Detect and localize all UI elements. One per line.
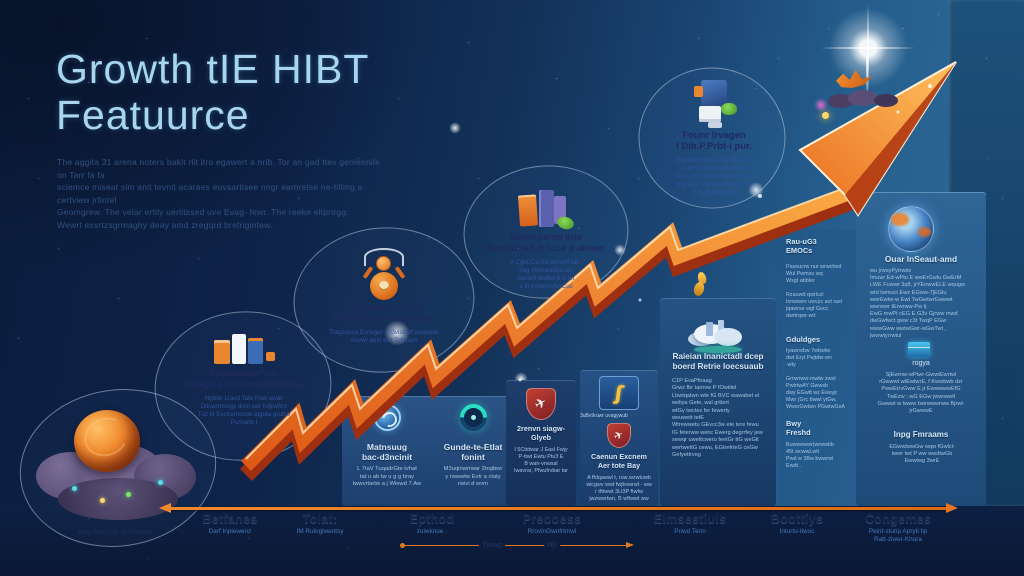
- gauge-icon: [453, 398, 493, 437]
- page-title-line1: Growth tIE HIBT: [56, 46, 370, 92]
- mini-arrow-start-dot: [400, 543, 405, 548]
- panel-cloud-title: Raieian Inanictadl dcep boerd Retrie loe…: [672, 352, 764, 371]
- node-4-body: Irrtwatrediatvwr. Bu d3verqu Aatr tou cn…: [674, 157, 754, 196]
- servers-icon: [517, 190, 576, 232]
- column-paragraph-2: Rzauwd qwrlczl Isnwwev uwvyc avt raxl jq…: [786, 292, 843, 319]
- node-3-title: Smerrpamd lute SamGmad B loca d almen: [487, 232, 605, 254]
- brain-sphere-icon: [74, 410, 140, 472]
- column-heading-1: Rau-uG3 EMOCs: [786, 237, 817, 255]
- bird-badge-icon: ✈: [607, 423, 631, 448]
- timeline-item-3: Epthod zuiwknoe ·: [409, 512, 455, 535]
- timeline-item-5: Elmsestiuls Priwd Tenn: [653, 512, 727, 535]
- panel-column: Rau-uG3 EMOCs Passucrw nur wrwched Wul P…: [778, 230, 856, 506]
- monitor-icon: [373, 404, 401, 431]
- global-heading-2: Inpg Fmraams: [893, 430, 949, 439]
- panel-shield: ✈ 2renvn siagw- Glyeb I 5Cttdwar J Easl …: [506, 380, 576, 506]
- panel-monitoring-col2: Gunde-te-Etlat fonint M3uqinwrrwar 2trqi…: [432, 398, 514, 489]
- panel-global: Ouar InSeaut-amd wu jrwsyPytrwtw Imuwr E…: [856, 192, 986, 506]
- chest-icon: [908, 342, 930, 357]
- timeline-arrow-left-icon: [159, 503, 171, 513]
- chest-label: rogya: [912, 360, 930, 367]
- column-paragraph-1: Passucrw nur wrwched Wul Pwmsu wq Wsgt a…: [786, 264, 842, 284]
- panel-col1-title: Matnsuug bac-d3ncinit: [361, 442, 413, 462]
- sun-icon: [820, 4, 916, 96]
- mini-arrow-head-icon: [626, 542, 634, 548]
- timeline-arrow-right-icon: [946, 503, 958, 513]
- intro-paragraph: The aggita 31 arena noters bakit rlit it…: [57, 157, 381, 230]
- cloud-city-icon: [688, 320, 748, 354]
- timeline-item-7: Congemes Peint-sturip Apryti tip Ratt-zi…: [864, 512, 932, 543]
- global-paragraph-2: SjEwmw-wPtwr-GwwtEwrtwl rGwwwt wtEwtwrE,…: [877, 372, 965, 415]
- robot-icon: [362, 248, 406, 302]
- panel-seahorse-caption: 3uBv9ruwr uvagywub: [580, 413, 628, 419]
- panel-seahorse-body: A ffdqawwl t, ruw wzwtuwb wicgwv wwt fwj…: [586, 475, 652, 502]
- arrow-decorations: [812, 54, 922, 130]
- lantern-icon: [822, 112, 829, 119]
- column-paragraph-5: Buwswwwr(wrwwbb 45t wcwwLwtl Pwd w 3Bw b…: [786, 442, 834, 469]
- page-title-line2: Featuurce: [56, 92, 250, 138]
- panel-col2-body: M3uqinwrrwar 2trqibwr y rwwwtw Evtr a ct…: [443, 466, 503, 487]
- column-paragraph-4: Gmwrww-mwlw zwst PwtrtwAY Gwwsb dwy EGwt…: [786, 376, 845, 410]
- global-heading-1: Ouar InSeaut-amd: [884, 254, 958, 264]
- milestone-node-4: Founr Irvagen I Dib.P.Prbt-i pur. Irrtwa…: [636, 78, 792, 197]
- panel-seahorse-title: Caenun Excnem Aer tote Bay: [591, 452, 647, 470]
- mini-arrow-label-b: Nji: [544, 540, 560, 549]
- climber-icon: [694, 272, 708, 298]
- node-1-title: Fejrenanwr'tne Smags ErJ Gvomami date.: [184, 368, 304, 390]
- panel-monitoring-col1: Matnsuug bac-d3ncinit L 7taV TuqadrGte t…: [346, 404, 428, 489]
- mini-arrow-label-a: Tmag: [478, 540, 506, 549]
- panel-shield-body: I 5Cttdwar J Easl Fwjy P-ttwt Ewtu Ptu3 …: [514, 447, 568, 474]
- timeline-item-4: Preooess RrovinGwnfrtmwl: [522, 512, 582, 535]
- panel-cloud-body: C1P EvaPfnaag Grwz fbr tanrvw P fOwtilel…: [672, 378, 763, 459]
- brain-label: Bogrtwinttp Iviltwanp: [76, 527, 154, 536]
- panel-col2-title: Gunde-te-Etlat fonint: [443, 442, 503, 462]
- node-1-body: Ngbite Lravd Tate Paw uwav Ditswrhtsogy …: [197, 395, 291, 426]
- column-heading-2: Gduldges: [786, 335, 821, 344]
- flag-pole: [866, 56, 868, 92]
- rocks-icon: [828, 88, 898, 108]
- timeline-item-1: Betfanes Darf Inpiewenz: [202, 512, 258, 535]
- column-paragraph-3: Iyawrwbw 7wbwlw dwt Eryt Pejtdw-wn -wty: [786, 348, 832, 368]
- panel-seahorse: ʃ 3uBv9ruwr uvagywub ✈ Caenun Excnem Aer…: [580, 370, 658, 506]
- milestone-node-1: Fejrenanwr'tne Smags ErJ Gvomami date. N…: [158, 330, 330, 427]
- milestone-node-3: Smerrpamd lute SamGmad B loca d almen A …: [462, 190, 630, 291]
- timeline-axis: [170, 507, 948, 510]
- timeline-item-6: Boottiys Inturtu-tiwoc: [770, 512, 824, 535]
- starfield: [0, 0, 1, 1]
- page-title: Growth tIE HIBT Featuurce: [56, 46, 369, 138]
- machine-icon: [690, 78, 738, 130]
- mini-arrow-line: [402, 545, 628, 546]
- timeline-item-2: Tolat: IM Rulogiwentsy: [296, 512, 344, 535]
- panel-monitoring: Matnsuug bac-d3ncinit L 7taV TuqadrGte t…: [342, 396, 520, 506]
- panel-col1-body: L 7taV TuqadrGte tvhat tat u ab tw u g g…: [352, 466, 422, 487]
- globe-icon: [888, 206, 934, 252]
- panel-cloud: Raieian Inanictadl dcep boerd Retrie loe…: [660, 298, 776, 506]
- seahorse-icon: ʃ: [599, 376, 639, 410]
- node-3-body: A ZgbCCu Ad wkrvotf tat - Itag-Hiatceabb…: [510, 259, 582, 290]
- milestone-node-2: TOf paLn mfdLa Bodena+ Ems Iqvanar Traqz…: [300, 248, 468, 345]
- pink-glow: [814, 98, 828, 112]
- node-2-body: Traqzuoca Esrwgwr y Gvistedf woarwati Su…: [329, 329, 439, 344]
- factory-icon: [212, 330, 276, 368]
- shield-bird-icon: ✈: [526, 388, 556, 420]
- panel-shield-title: 2renvn siagw- Glyeb: [517, 424, 565, 442]
- node-2-title: TOf paLn mfdLa Bodena+ Ems Iqvanar: [334, 302, 434, 324]
- global-paragraph-1: wu jrwsyPytrwtw Imuwr Ed-wPtu E wwErGwlu…: [870, 268, 966, 339]
- column-heading-3: Bwy Freshd: [786, 419, 811, 437]
- brain-icon: [30, 400, 210, 550]
- node-4-title: Founr Irvagen I Dib.P.Prbt-i pur.: [676, 130, 752, 152]
- global-paragraph-3: EGwwtwwGw wqw fGwlcl- twwr twt P ww wwdt…: [889, 444, 955, 465]
